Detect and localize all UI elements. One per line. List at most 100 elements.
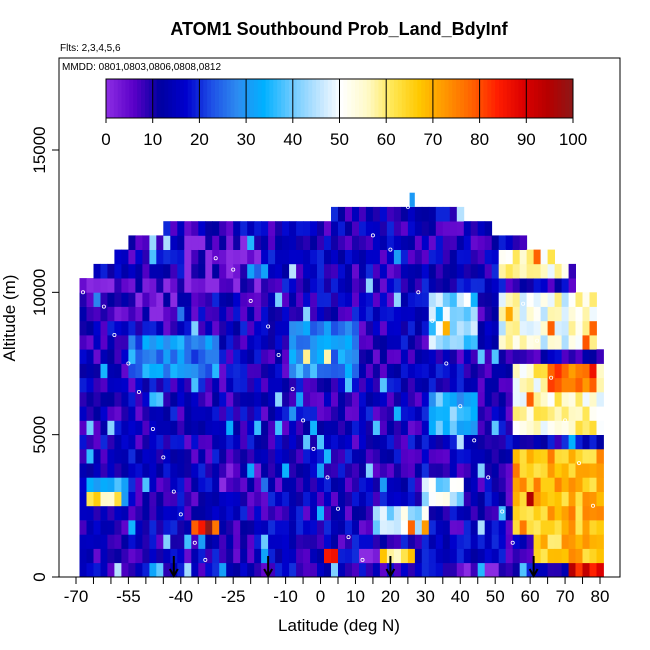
heatmap-cell bbox=[470, 235, 479, 250]
heatmap-cell bbox=[421, 406, 430, 421]
heatmap-cell bbox=[149, 278, 157, 293]
heatmap-cell bbox=[170, 278, 178, 293]
heatmap-cell bbox=[505, 505, 514, 521]
heatmap-cell bbox=[324, 548, 332, 564]
heatmap-cell bbox=[477, 249, 486, 265]
heatmap-cell bbox=[505, 249, 514, 265]
heatmap-cell bbox=[428, 548, 437, 564]
heatmap-cell bbox=[442, 349, 451, 364]
heatmap-cell bbox=[310, 221, 318, 236]
heatmap-cell bbox=[289, 534, 297, 549]
heatmap-cell bbox=[261, 448, 269, 464]
heatmap-cell bbox=[491, 491, 500, 507]
heatmap-cell bbox=[345, 206, 353, 222]
heatmap-cell bbox=[533, 534, 541, 549]
colorbar-swatch bbox=[144, 79, 150, 118]
colorbar-swatch bbox=[320, 79, 325, 118]
heatmap-cell bbox=[149, 491, 157, 507]
heatmap-cell bbox=[540, 520, 548, 535]
heatmap-cell bbox=[128, 406, 136, 421]
heatmap-cell bbox=[596, 505, 604, 521]
heatmap-cell bbox=[596, 448, 604, 464]
heatmap-cell bbox=[379, 320, 388, 336]
heatmap-cell bbox=[177, 477, 185, 492]
heatmap-cell bbox=[540, 349, 548, 364]
heatmap-cell bbox=[428, 534, 437, 549]
heatmap-cell bbox=[247, 392, 255, 407]
heatmap-cell bbox=[365, 548, 374, 564]
heatmap-cell bbox=[359, 349, 367, 364]
heatmap-cell bbox=[414, 463, 423, 478]
heatmap-cell bbox=[561, 363, 569, 379]
heatmap-cell bbox=[205, 534, 213, 549]
heatmap-cell bbox=[177, 534, 185, 549]
heatmap-cell bbox=[372, 448, 381, 464]
heatmap-cell bbox=[128, 505, 136, 521]
heatmap-cell bbox=[547, 406, 555, 421]
colorbar-swatch bbox=[537, 79, 543, 118]
flight-track-point bbox=[311, 446, 316, 451]
heatmap-cell bbox=[177, 320, 185, 336]
heatmap-cell bbox=[582, 520, 590, 535]
heatmap-cell bbox=[491, 420, 500, 435]
heatmap-cell bbox=[121, 292, 129, 307]
colorbar-swatch bbox=[304, 79, 309, 118]
heatmap-cell bbox=[100, 434, 108, 450]
heatmap-cell bbox=[379, 548, 388, 564]
heatmap-cell bbox=[121, 520, 129, 535]
heatmap-cell bbox=[407, 221, 416, 236]
heatmap-cell bbox=[533, 448, 541, 464]
heatmap-cell bbox=[547, 534, 555, 549]
heatmap-cell bbox=[345, 534, 353, 549]
heatmap-cell bbox=[184, 420, 192, 435]
heatmap-cell bbox=[324, 320, 332, 336]
colorbar-swatch bbox=[534, 79, 539, 118]
colorbar-swatch bbox=[467, 79, 473, 118]
heatmap-cell bbox=[254, 463, 262, 478]
heatmap-cell bbox=[219, 363, 227, 379]
heatmap-cell bbox=[240, 363, 248, 379]
flight-track-point bbox=[112, 332, 117, 337]
heatmap-cell bbox=[198, 406, 206, 421]
heatmap-cell bbox=[310, 278, 318, 293]
heatmap-cell bbox=[282, 491, 290, 507]
heatmap-cell bbox=[324, 448, 332, 464]
heatmap-cell bbox=[205, 548, 213, 564]
heatmap-cell bbox=[170, 235, 178, 250]
heatmap-cell bbox=[191, 278, 199, 293]
heatmap-cell bbox=[191, 463, 199, 478]
heatmap-cell bbox=[268, 235, 276, 250]
colorbar-swatch bbox=[156, 79, 161, 118]
heatmap-cell bbox=[554, 448, 562, 464]
heatmap-cell bbox=[393, 235, 402, 250]
heatmap-cell bbox=[442, 278, 451, 293]
heatmap-cell bbox=[533, 548, 541, 564]
heatmap-cell bbox=[282, 335, 290, 350]
heatmap-cell bbox=[421, 363, 430, 379]
heatmap-cell bbox=[547, 335, 555, 350]
heatmap-cell bbox=[393, 448, 402, 464]
heatmap-cell bbox=[435, 292, 444, 307]
heatmap-cell bbox=[163, 463, 171, 478]
heatmap-cell bbox=[233, 448, 241, 464]
heatmap-cell bbox=[519, 505, 528, 521]
heatmap-cell bbox=[114, 377, 122, 393]
heatmap-cell bbox=[79, 448, 87, 464]
heatmap-cell bbox=[414, 292, 423, 307]
heatmap-cell bbox=[338, 306, 346, 322]
heatmap-cell bbox=[393, 392, 402, 407]
heatmap-cell bbox=[414, 534, 423, 549]
heatmap-cell bbox=[428, 235, 437, 250]
heatmap-cell bbox=[442, 235, 451, 250]
heatmap-cell bbox=[484, 434, 493, 450]
heatmap-cell bbox=[247, 520, 255, 535]
heatmap-cell bbox=[310, 406, 318, 421]
heatmap-cell bbox=[561, 349, 569, 364]
colorbar-swatch bbox=[137, 79, 142, 118]
heatmap-cell bbox=[100, 463, 108, 478]
heatmap-cell bbox=[170, 420, 178, 435]
heatmap-cell bbox=[296, 562, 304, 578]
heatmap-cell bbox=[86, 363, 94, 379]
plot-frame bbox=[58, 57, 621, 578]
heatmap-cell bbox=[135, 278, 143, 293]
